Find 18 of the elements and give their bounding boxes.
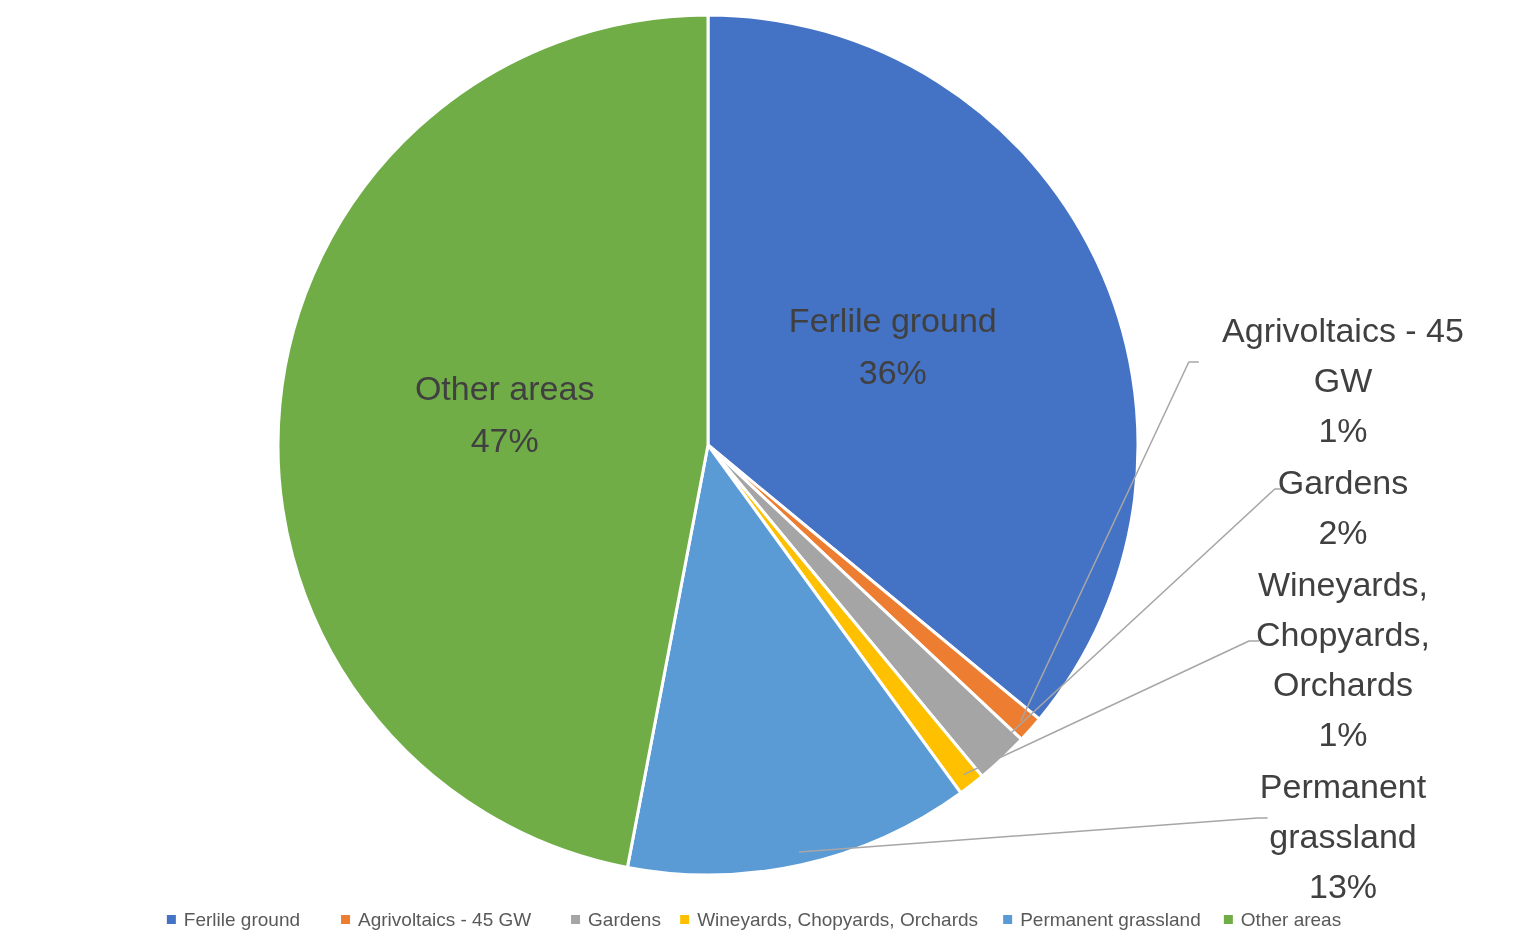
slice-label: Wineyards, Chopyards, Orchards (1256, 565, 1430, 703)
legend-label: Ferlile ground (183, 909, 301, 930)
slice-label: Other areas (414, 368, 595, 407)
slice-label: Agrivoltaics - 45 GW (1222, 311, 1464, 399)
legend-label: Other areas (1240, 909, 1342, 930)
legend-label: Permanent grassland (1020, 909, 1201, 930)
legend-label: Gardens (588, 909, 661, 930)
data-label: 13% (1308, 867, 1378, 905)
data-label: 1% (1318, 411, 1368, 449)
slice-label: Gardens (1277, 463, 1409, 501)
legend-label: Agrivoltaics - 45 GW (358, 909, 532, 930)
data-label: 36% (858, 353, 927, 392)
data-label: 47% (470, 420, 539, 459)
slice-label: Permanent grassland (1259, 767, 1427, 855)
legend-label: Wineyards, Chopyards, Orchards (697, 909, 979, 930)
data-label: 2% (1318, 513, 1368, 551)
data-label: 1% (1318, 715, 1368, 753)
slice-label: Ferlile ground (788, 301, 997, 340)
